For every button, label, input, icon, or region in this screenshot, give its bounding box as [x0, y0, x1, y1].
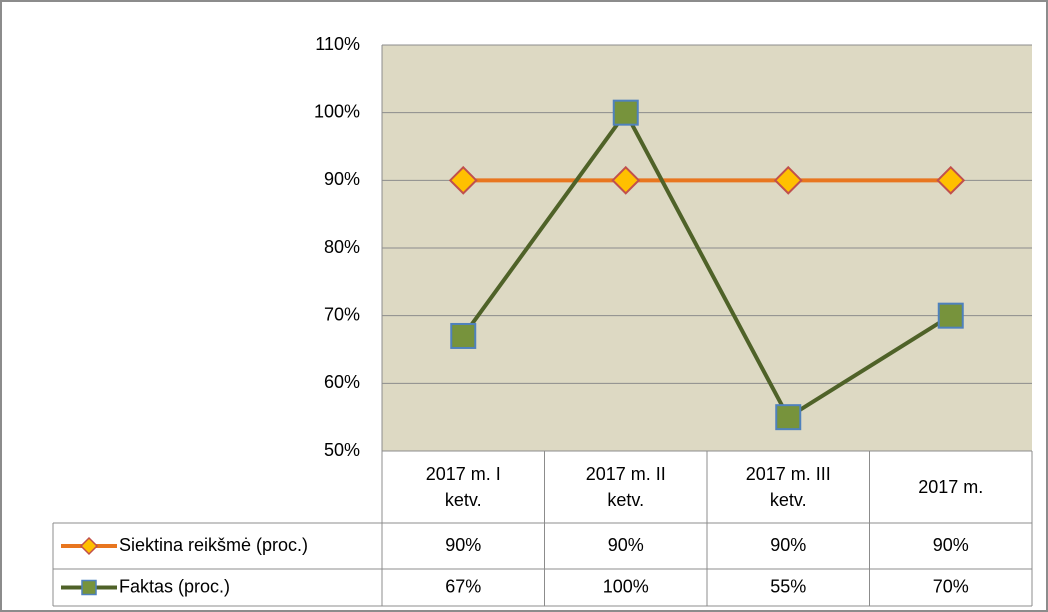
x-tick-label: 2017 m. I ketv. — [425, 464, 501, 510]
legend-label: Faktas (proc.) — [119, 576, 230, 596]
category-cell: 2017 m. I ketv. — [425, 464, 501, 510]
y-tick-label: 50% — [324, 440, 360, 460]
diamond-marker — [936, 165, 966, 195]
y-tick-label: 90% — [324, 169, 360, 189]
square-marker — [450, 322, 477, 349]
x-tick-label: 2017 m. II ketv. — [585, 464, 666, 510]
table-value: 70% — [933, 576, 969, 596]
category-cell: 2017 m. II ketv. — [585, 464, 666, 510]
y-tick-label: 110% — [315, 34, 360, 54]
x-tick-label: 2017 m. III ketv. — [745, 464, 831, 510]
x-tick-label: 2017 m. — [918, 477, 984, 497]
square-marker — [612, 99, 639, 126]
table-value: 90% — [608, 535, 644, 555]
diamond-marker — [611, 165, 641, 195]
y-tick-label: 60% — [324, 372, 360, 392]
y-tick-label: 70% — [324, 304, 360, 324]
diamond-marker — [773, 165, 803, 195]
table-value: 90% — [770, 535, 806, 555]
square-marker — [775, 404, 802, 431]
y-tick-label: 100% — [314, 101, 360, 121]
series-line — [461, 108, 952, 420]
legend-marker — [79, 536, 99, 556]
category-cell: 2017 m. III ketv. — [745, 464, 831, 510]
table-value: 55% — [770, 576, 806, 596]
y-tick-label: 80% — [324, 237, 360, 257]
table-value: 67% — [445, 576, 481, 596]
square-marker — [937, 302, 964, 329]
legend-marker — [81, 579, 97, 596]
category-cell: 2017 m. — [918, 477, 984, 497]
legend-label: Siektina reikšmė (proc.) — [119, 535, 308, 555]
table-value: 90% — [445, 535, 481, 555]
diamond-marker — [448, 165, 478, 195]
table-value: 100% — [603, 576, 649, 596]
table-value: 90% — [933, 535, 969, 555]
